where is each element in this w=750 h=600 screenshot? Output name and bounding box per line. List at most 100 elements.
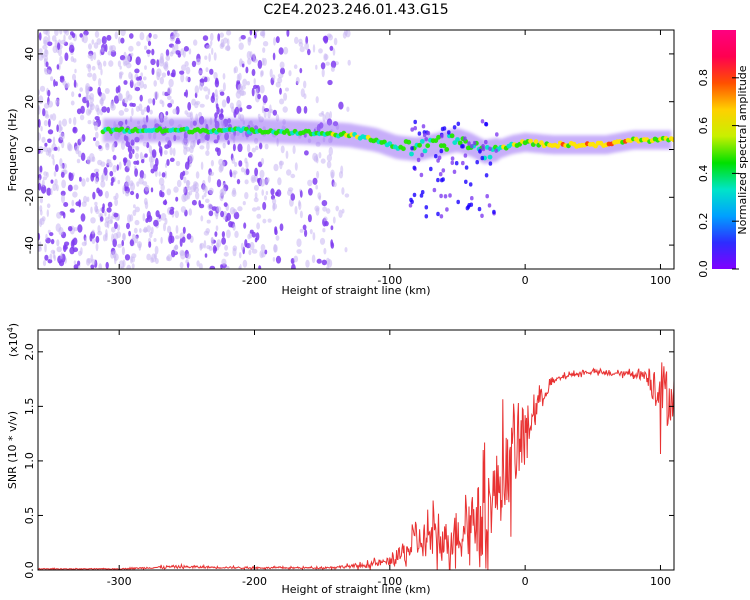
spectrogram-noise-cell [247,152,253,158]
snr-y-tick-label: 1.0 [23,452,36,470]
spectrogram-ridge-cell [401,146,406,152]
spectrogram-noise-cell [151,67,155,75]
spectrogram-noise-cell [159,76,164,85]
spectrogram-noise-cell [222,73,226,80]
spectrogram-noise-cell [273,163,279,172]
spectrogram-noise-cell [78,93,82,98]
spectrogram-noise-cell [187,101,192,111]
spectrogram-noise-cell [307,48,311,56]
spectrogram-branch-cell [452,125,457,130]
spectrogram-noise-cell [320,62,326,70]
spectrogram-noise-cell [149,109,153,115]
spectrogram-noise-cell [99,216,104,222]
spectrogram-noise-cell [226,229,231,239]
spectrogram-noise-cell [83,195,88,204]
spectrogram-noise-cell [214,112,218,119]
spectrogram-noise-cell [60,171,65,178]
spectrogram-noise-cell [228,221,233,228]
spectrogram-ridge-cell [444,147,450,152]
spectrogram-noise-cell [55,81,58,87]
spectrogram-noise-cell [327,259,333,268]
spectrogram-noise-cell [285,150,289,159]
spectrogram-noise-cell [215,103,219,110]
spectrogram-noise-cell [330,66,335,72]
spectrogram-noise-cell [63,245,68,250]
spectrogram-noise-cell [308,188,313,196]
spectrogram-noise-cell [131,253,137,259]
spectrogram-noise-cell [199,263,203,269]
spectrogram-noise-cell [77,260,81,266]
spectrogram-noise-cell [101,206,105,214]
spectrogram-noise-cell [126,159,131,169]
spectrogram-noise-cell [259,178,266,187]
spectrogram-noise-cell [58,260,65,267]
spectrogram-noise-cell [196,58,201,66]
spectrogram-noise-cell [220,108,224,114]
spectrogram-x-axis-label: Height of straight line (km) [281,284,430,297]
spectrogram-noise-cell [213,72,218,80]
spectrogram-noise-cell [42,146,48,152]
spectrogram-noise-cell [146,49,151,55]
spectrogram-noise-cell [56,64,60,70]
spectrogram-noise-cell [185,259,189,264]
spectrogram-noise-cell [73,264,79,269]
spectrogram-noise-cell [114,221,118,230]
spectrogram-noise-cell [68,172,72,179]
spectrogram-noise-cell [42,44,48,50]
spectrogram-noise-cell [139,170,145,179]
spectrogram-noise-cell [216,206,222,213]
spectrogram-noise-cell [136,181,140,187]
spectrogram-noise-cell [317,192,322,200]
spectrogram-noise-cell [338,101,344,110]
spectrogram-noise-cell [170,50,176,55]
spectrogram-noise-cell [53,146,58,151]
spectrogram-noise-cell [175,37,180,44]
spectrogram-noise-cell [122,157,128,164]
spectrogram-noise-cell [191,60,197,68]
spectrogram-noise-cell [180,73,185,83]
spectrogram-noise-cell [236,178,241,185]
figure-title: C2E4.2023.246.01.43.G15 [263,2,448,18]
spectrogram-noise-cell [91,39,95,45]
spectrogram-noise-cell [49,253,53,261]
spectrogram-noise-cell [129,79,134,89]
colorbar-tick-label: 0.0 [697,260,710,278]
spectrogram-noise-cell [335,205,340,212]
spectrogram-noise-cell [214,89,218,98]
spectrogram-noise-cell [49,232,54,237]
spectrogram-noise-cell [98,145,102,150]
spectrogram-branch-cell [410,146,414,151]
spectrogram-noise-cell [260,70,263,78]
spectrogram-branch-cell [439,148,444,154]
spectrogram-noise-cell [167,86,172,95]
spectrogram-noise-cell [90,217,96,224]
spectrogram-noise-cell [161,72,167,78]
spectrogram-noise-cell [267,218,272,223]
spectrogram-noise-cell [118,110,125,116]
spectrogram-noise-cell [254,192,258,199]
spectrogram-noise-cell [87,72,93,78]
spectrogram-noise-cell [148,32,152,38]
spectrogram-noise-cell [169,157,175,162]
snr-x-tick-label: -300 [107,575,132,588]
spectrogram-noise-cell [330,169,335,179]
colorbar: 0.0 0.2 0.4 0.6 0.8 Normalized spectral ampl… [697,30,749,278]
spectrogram-branch-cell [424,205,429,210]
spectrogram-noise-cell [128,151,133,160]
spectrogram-noise-cell [147,98,153,104]
spectrogram-branch-cell [434,154,438,159]
spectrogram-noise-cell [153,219,159,227]
spectrogram-ridge-cell [487,154,493,160]
spectrogram-noise-cell [290,173,296,179]
spectrogram-noise-cell [169,147,173,156]
spectrogram-noise-cell [101,172,106,182]
spectrogram-noise-cell [154,245,159,255]
spectrogram-noise-cell [59,30,63,35]
spectrogram-noise-cell [256,206,261,211]
spectrogram-x-tick-label: -200 [242,274,267,287]
spectrogram-branch-cell [438,172,443,177]
spectrogram-branch-cell [488,146,492,151]
spectrogram-noise-cell [298,42,304,47]
spectrogram-noise-cell [136,160,140,166]
